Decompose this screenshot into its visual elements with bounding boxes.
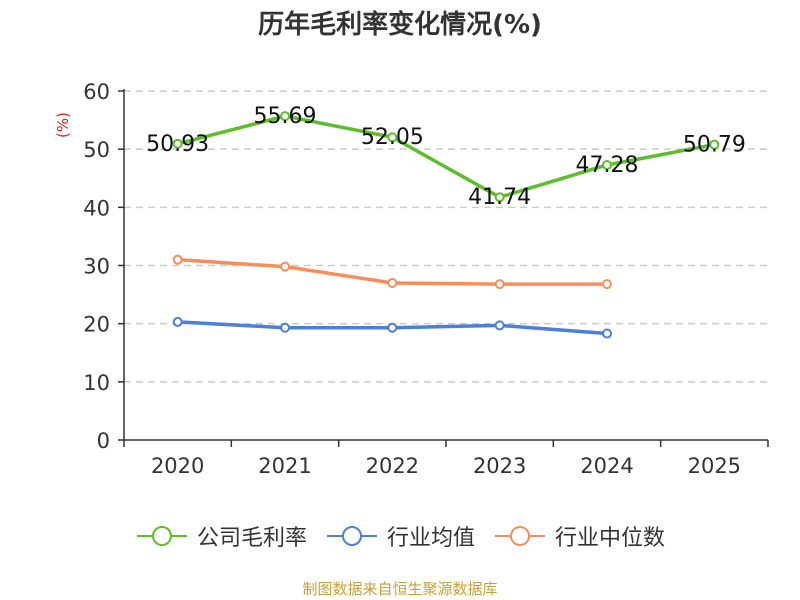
data-point — [387, 277, 398, 288]
x-tick-label: 2025 — [688, 454, 741, 478]
data-point — [280, 111, 290, 122]
data-point — [387, 132, 398, 143]
series — [172, 111, 720, 339]
data-point — [709, 139, 720, 150]
x-tick-label: 2020 — [151, 454, 204, 478]
y-tick-label: 10 — [83, 371, 110, 395]
data-point — [387, 322, 398, 333]
data-point — [494, 192, 505, 203]
legend-label: 公司毛利率 — [196, 526, 307, 551]
legend-item[interactable]: 公司毛利率 — [135, 520, 307, 552]
legend-swatch — [136, 526, 187, 546]
legend-label: 行业均值 — [386, 526, 475, 551]
data-point — [172, 138, 183, 149]
y-tick-label: 20 — [83, 313, 110, 337]
data-point — [280, 261, 290, 272]
data-label: 41.74 — [468, 185, 531, 210]
legend: 公司毛利率 行业均值 行业中位数 — [0, 520, 800, 552]
x-tick-label: 2023 — [473, 454, 526, 478]
x-tick-label: 2024 — [580, 454, 633, 478]
chart-title: 历年毛利率变化情况(%) — [258, 10, 542, 40]
grid-lines — [124, 90, 768, 383]
data-label: 52.05 — [361, 125, 424, 150]
legend-item[interactable]: 行业均值 — [325, 520, 475, 552]
data-point — [602, 279, 612, 290]
data-point — [280, 322, 290, 333]
y-tick-label: 50 — [83, 138, 110, 162]
data-label: 50.79 — [683, 133, 746, 158]
data-point — [602, 328, 612, 339]
axes: 0 10 20 30 40 50 60 2020 2021 2022 2023 2024 2025 (%) — [54, 80, 769, 478]
data-labels: 50.93 55.69 52.05 41.74 47.28 50.79 — [146, 104, 746, 210]
y-axis-label: (%) — [54, 112, 72, 138]
data-point — [602, 159, 612, 170]
legend-swatch — [326, 526, 377, 546]
y-tick-label: 0 — [97, 429, 110, 453]
data-label: 47.28 — [576, 153, 639, 178]
y-tick-label: 40 — [83, 196, 110, 220]
x-tick-label: 2022 — [366, 454, 419, 478]
data-point — [494, 320, 505, 331]
y-tick-label: 30 — [83, 255, 110, 279]
legend-item[interactable]: 行业中位数 — [493, 520, 665, 552]
data-point — [172, 254, 183, 265]
data-point — [494, 279, 505, 290]
legend-swatch — [495, 526, 545, 546]
data-point — [172, 316, 183, 327]
data-label: 50.93 — [146, 132, 209, 157]
series-line — [177, 114, 715, 199]
legend-label: 行业中位数 — [555, 526, 666, 551]
source-note: 制图数据来自恒生聚源数据库 — [302, 580, 498, 598]
y-tick-label: 60 — [83, 80, 110, 104]
x-tick-label: 2021 — [258, 454, 311, 478]
data-label: 55.69 — [254, 104, 317, 129]
